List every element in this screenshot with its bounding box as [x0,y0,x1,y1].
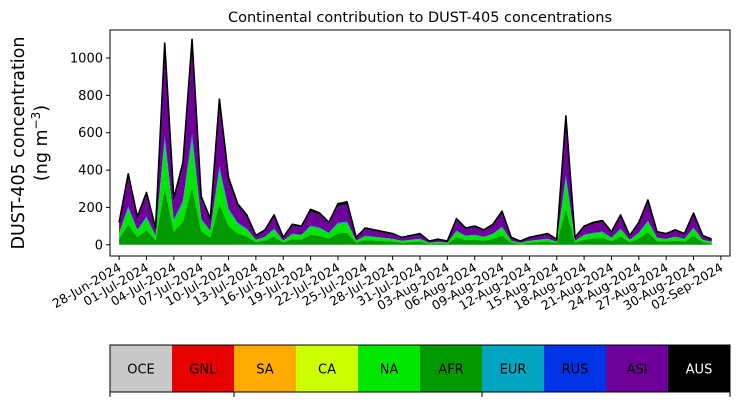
x-axis: 28-Jun-202401-Jul-202404-Jul-202407-Jul-… [49,256,725,313]
y-axis-label-line1: DUST-405 concentration [9,37,29,250]
y-tick-label: 800 [78,89,103,104]
legend-label-rus: RUS [562,363,589,378]
y-tick-label: 200 [78,201,103,216]
legend-swatch-aus [668,345,731,392]
chart-title: Continental contribution to DUST-405 con… [228,10,612,26]
y-axis-label-unit-prefix: (ng m [32,129,52,181]
area-layer-asi [119,51,712,243]
legend-swatch-na [358,345,421,392]
legend-swatch-afr [420,345,483,392]
legend-label-na: NA [380,363,399,378]
legend-swatch-gnl [172,345,235,392]
legend-swatch-sa [234,345,297,392]
y-tick-label: 0 [95,238,103,253]
y-tick-label: 400 [78,164,103,179]
legend-swatch-rus [544,345,607,392]
legend-label-afr: AFR [438,363,463,378]
y-axis-label: DUST-405 concentration (ng m−3) [9,37,52,250]
y-axis: 0 200 400 600 800 1000 [70,52,110,253]
legend-swatch-ca [296,345,359,392]
legend-swatch-asi [606,345,669,392]
continent-legend: OCE GNL SA CA NA AFR EUR RUS ASI AUS [109,344,731,397]
legend-label-aus: AUS [686,363,713,378]
legend-frame [109,344,731,393]
legend-swatch-oce [110,345,173,392]
y-axis-label-unit-suffix: ) [32,105,52,112]
y-axis-label-unit-sup: −3 [29,112,43,130]
legend-label-oce: OCE [127,363,155,378]
y-tick-label: 1000 [70,52,103,67]
legend-label-asi: ASI [627,363,648,378]
legend-label-gnl: GNL [189,363,217,378]
stacked-areas [119,39,712,245]
y-tick-label: 600 [78,126,103,141]
y-axis-label-line2: (ng m−3) [29,105,52,181]
legend-label-sa: SA [256,363,273,378]
total-concentration-line [118,38,713,242]
legend-swatch-eur [482,345,545,392]
area-layer-afr [119,187,712,245]
legend-label-eur: EUR [500,363,527,378]
area-layer-na [119,142,712,244]
legend-label-ca: CA [318,363,336,378]
